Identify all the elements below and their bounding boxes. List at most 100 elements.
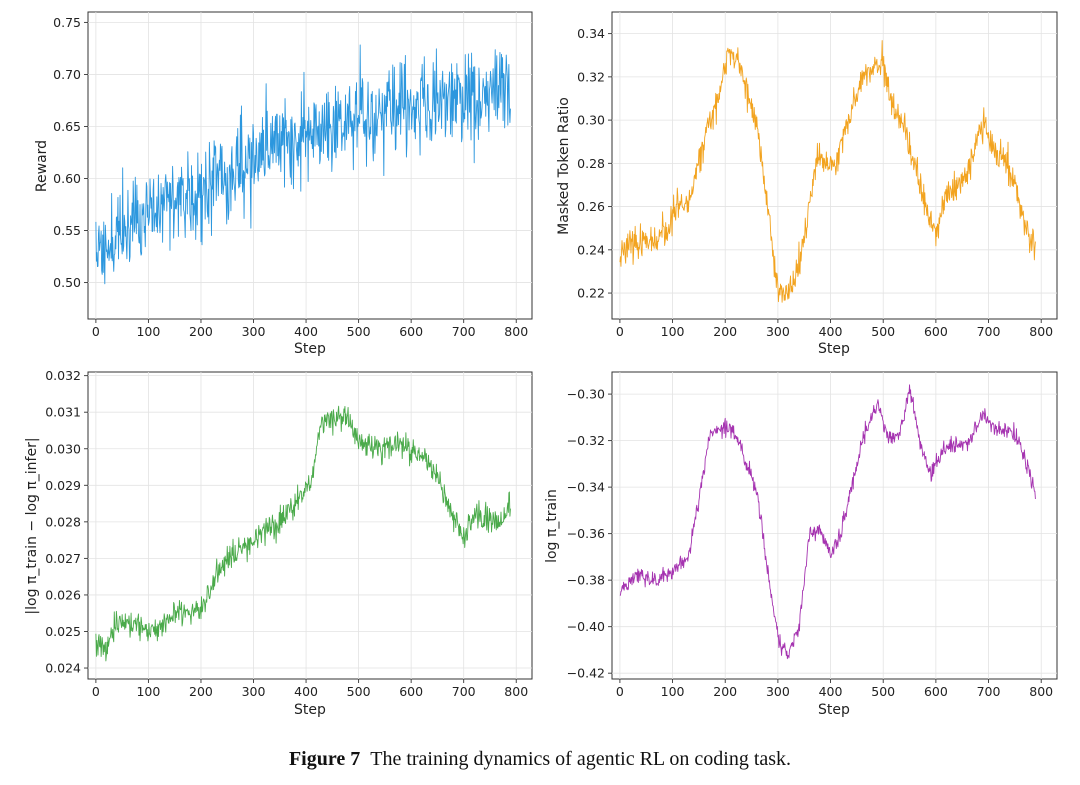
y-tick-label: 0.60 [53, 171, 81, 186]
y-tick-label: 0.031 [45, 405, 81, 420]
y-ticks: 0.024 0.025 0.026 0.027 0.028 0.029 0.030 0.031… [45, 368, 88, 676]
y-axis-label: Reward [34, 140, 50, 192]
x-tick-label: 500 [871, 324, 895, 339]
series-line [619, 40, 1036, 303]
y-tick-label: −0.36 [567, 526, 605, 541]
y-axis-label: Masked Token Ratio [556, 97, 572, 235]
plot-frame [611, 11, 1058, 320]
y-tick-label: 0.24 [577, 242, 605, 257]
y-tick-label: 0.026 [45, 587, 81, 602]
x-tick-label: 800 [504, 324, 528, 339]
plot-frame [611, 371, 1058, 680]
y-tick-label: −0.40 [567, 619, 605, 634]
y-tick-label: 0.027 [45, 551, 81, 566]
y-ticks: 0.22 0.24 0.26 0.28 0.30 0.32 0.34 [577, 26, 612, 301]
y-tick-label: −0.34 [567, 480, 605, 495]
y-tick-label: 0.30 [577, 113, 605, 128]
y-tick-label: 0.025 [45, 624, 81, 639]
series-layer [95, 44, 511, 285]
x-tick-label: 800 [1029, 684, 1053, 699]
y-tick-label: 0.75 [53, 15, 81, 30]
x-ticks: 0 100 200 300 400 500 600 700 800 [92, 319, 528, 339]
panel-masked-token-ratio: 0 100 200 300 400 500 600 700 800 0.220.240.260.… [556, 11, 1058, 357]
x-tick-label: 300 [242, 684, 266, 699]
caption-text: The training dynamics of agentic RL on c… [370, 748, 792, 770]
x-axis-label: Step [818, 341, 850, 357]
series-line [619, 384, 1036, 660]
x-tick-label: 0 [616, 324, 624, 339]
y-axis-label: log π_train [544, 489, 560, 563]
y-tick-label: 0.028 [45, 514, 81, 529]
y-axis-label: |log π_train − log π_infer| [24, 437, 40, 614]
y-tick-label: −0.42 [567, 666, 605, 681]
y-tick-label: 0.22 [577, 286, 605, 301]
x-tick-label: 300 [766, 684, 790, 699]
x-tick-label: 100 [136, 684, 160, 699]
panel-logprob-diff: 0 100 200 300 400 500 600 700 800 0.0240.0250.02… [24, 368, 533, 718]
y-tick-label: −0.38 [567, 573, 605, 588]
x-tick-label: 700 [452, 684, 476, 699]
x-tick-label: 800 [504, 684, 528, 699]
x-tick-label: 500 [347, 324, 371, 339]
grid [88, 372, 532, 679]
x-ticks: 0 100 200 300 400 500 600 700 800 [616, 319, 1053, 339]
x-tick-label: 100 [661, 684, 685, 699]
x-axis-label: Step [294, 341, 326, 357]
y-tick-label: 0.030 [45, 441, 81, 456]
x-tick-label: 700 [977, 684, 1001, 699]
y-tick-label: −0.32 [567, 433, 605, 448]
x-tick-label: 300 [242, 324, 266, 339]
x-tick-label: 600 [399, 324, 423, 339]
x-tick-label: 600 [924, 324, 948, 339]
x-tick-label: 0 [92, 684, 100, 699]
y-tick-label: 0.32 [577, 69, 605, 84]
x-tick-label: 600 [399, 684, 423, 699]
x-axis-label: Step [294, 702, 326, 718]
figure-caption: Figure 7 The training dynamics of agentic… [0, 748, 1080, 771]
x-tick-label: 300 [766, 324, 790, 339]
y-ticks: −0.42 −0.40 −0.38 −0.36 −0.34 −0.32 −0.30 [567, 387, 612, 681]
x-axis-label: Step [818, 702, 850, 718]
x-tick-label: 500 [347, 684, 371, 699]
x-tick-label: 500 [871, 684, 895, 699]
x-tick-label: 400 [819, 324, 843, 339]
plot-frame [87, 11, 533, 320]
series-line [95, 405, 511, 662]
x-tick-label: 0 [92, 324, 100, 339]
series-layer [95, 405, 511, 662]
x-tick-label: 400 [294, 324, 318, 339]
y-tick-label: 0.34 [577, 26, 605, 41]
caption-label: Figure 7 [288, 748, 361, 770]
y-tick-label: −0.30 [567, 387, 605, 402]
y-tick-label: 0.65 [53, 119, 81, 134]
x-tick-label: 700 [452, 324, 476, 339]
y-tick-label: 0.029 [45, 478, 81, 493]
x-tick-label: 100 [661, 324, 685, 339]
x-tick-label: 200 [189, 684, 213, 699]
x-tick-label: 400 [819, 684, 843, 699]
series-layer [619, 40, 1036, 303]
panel-reward: 0 100 200 300 400 500 600 700 800 0.500.550.600.… [34, 11, 533, 357]
y-tick-label: 0.28 [577, 156, 605, 171]
y-tick-label: 0.26 [577, 199, 605, 214]
y-ticks: 0.50 0.55 0.60 0.65 0.70 0.75 [53, 15, 88, 290]
x-tick-label: 400 [294, 684, 318, 699]
grid [612, 372, 1057, 679]
y-tick-label: 0.50 [53, 275, 81, 290]
x-tick-label: 600 [924, 684, 948, 699]
panel-log-pi-train: 0 100 200 300 400 500 600 700 800 −0.42 −0.40 −0.3… [544, 371, 1058, 718]
x-tick-label: 200 [713, 324, 737, 339]
x-ticks: 0 100 200 300 400 500 600 700 800 [616, 679, 1053, 699]
y-tick-label: 0.55 [53, 223, 81, 238]
series-line [95, 44, 511, 285]
x-tick-label: 200 [189, 324, 213, 339]
x-tick-label: 200 [713, 684, 737, 699]
x-ticks: 0 100 200 300 400 500 600 700 800 [92, 679, 528, 699]
y-tick-label: 0.70 [53, 67, 81, 82]
y-tick-label: 0.024 [45, 661, 81, 676]
y-tick-label: 0.032 [45, 368, 81, 383]
series-layer [619, 384, 1036, 660]
grid [88, 12, 532, 319]
x-tick-label: 700 [977, 324, 1001, 339]
